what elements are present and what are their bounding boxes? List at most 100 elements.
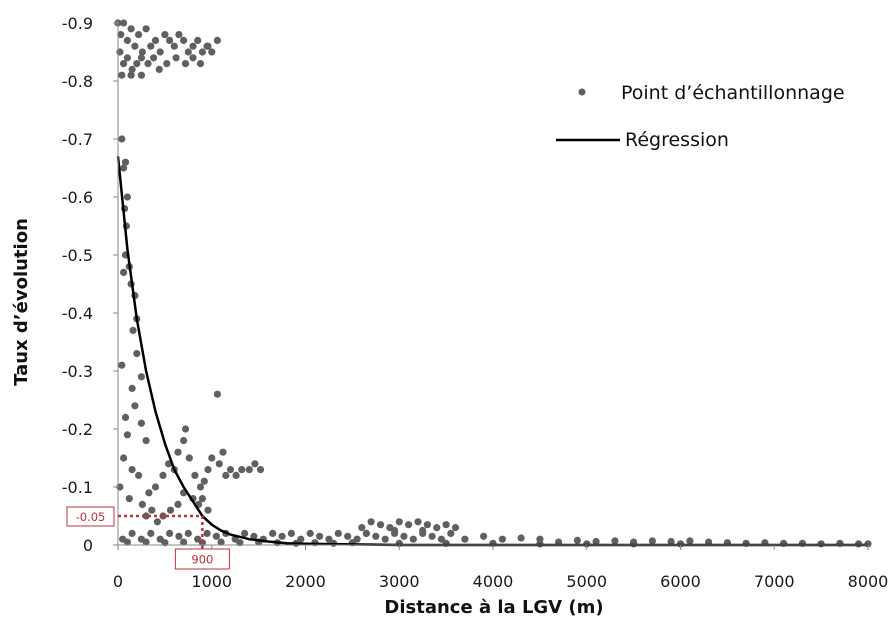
data-point	[391, 526, 399, 535]
data-point	[189, 54, 197, 62]
data-point	[442, 521, 450, 529]
data-point	[121, 413, 130, 421]
data-point	[573, 536, 582, 545]
data-point	[166, 529, 174, 538]
y-tick-label: -0.9	[62, 14, 93, 33]
data-point	[155, 65, 163, 73]
data-point	[133, 350, 141, 358]
data-point	[367, 518, 375, 526]
data-point	[686, 537, 694, 545]
data-point	[166, 506, 175, 514]
data-point	[517, 534, 525, 542]
data-point	[175, 30, 183, 39]
data-point	[213, 36, 221, 45]
data-point	[208, 454, 216, 462]
data-point	[376, 521, 385, 529]
y-tick-label: -0.2	[62, 420, 93, 439]
data-point	[222, 471, 230, 479]
scatter-points	[114, 19, 872, 548]
data-point	[437, 535, 445, 543]
data-point	[184, 529, 192, 538]
data-point	[138, 500, 146, 508]
data-point	[405, 521, 413, 529]
data-point	[451, 524, 460, 532]
data-point	[172, 54, 180, 62]
data-point	[200, 477, 208, 485]
data-point	[245, 466, 253, 474]
data-point	[131, 42, 139, 50]
data-point	[184, 48, 192, 56]
y-tick-label: -0.5	[62, 246, 93, 265]
x-tick-label: 0	[113, 572, 123, 591]
data-point	[135, 471, 143, 479]
data-point	[251, 460, 259, 468]
data-point	[381, 535, 389, 543]
x-tick-label: 5000	[566, 572, 607, 591]
data-point	[498, 535, 506, 543]
y-tick-label: -0.7	[62, 130, 93, 149]
data-point	[153, 518, 161, 526]
data-point	[137, 419, 145, 427]
data-point	[203, 529, 211, 538]
data-point	[334, 529, 342, 538]
data-point	[123, 36, 131, 45]
data-point	[250, 532, 258, 540]
legend-point-marker	[578, 88, 586, 96]
data-point	[150, 54, 158, 62]
data-point	[213, 390, 221, 398]
data-point	[241, 529, 249, 538]
data-point	[232, 471, 240, 479]
data-point	[297, 535, 305, 543]
legend-regression-label: Régression	[625, 129, 729, 151]
data-point	[461, 535, 469, 543]
data-point	[142, 437, 150, 445]
legend: Point d’échantillonnage Régression	[556, 82, 845, 151]
annotation-x-box	[174, 548, 230, 570]
data-point	[269, 529, 277, 538]
data-point	[156, 48, 164, 56]
data-point	[159, 471, 167, 479]
data-point	[145, 489, 153, 497]
data-point	[118, 71, 126, 79]
data-point	[423, 521, 431, 529]
data-point	[120, 268, 128, 276]
legend-point-label: Point d’échantillonnage	[621, 82, 845, 104]
data-point	[148, 506, 156, 514]
data-point	[180, 538, 188, 546]
y-tick-label: -0.6	[62, 188, 93, 207]
data-point	[144, 60, 152, 68]
data-point	[118, 135, 126, 143]
data-point	[287, 529, 295, 538]
data-point	[344, 532, 352, 540]
y-tick-label: 0	[83, 536, 93, 555]
data-point	[198, 495, 206, 503]
data-point	[204, 506, 212, 514]
data-point	[123, 193, 131, 201]
data-point	[123, 54, 131, 62]
x-tick-label: 2000	[285, 572, 326, 591]
data-point	[137, 54, 145, 62]
data-point	[137, 373, 145, 381]
data-point	[208, 48, 216, 56]
data-point	[118, 361, 126, 369]
data-point	[217, 538, 225, 546]
data-point	[151, 36, 160, 45]
annotation-x-label: 900	[191, 553, 213, 567]
data-point	[116, 48, 124, 56]
y-axis-title: Taux d’évolution	[11, 218, 32, 386]
y-tick-label: -0.8	[62, 72, 93, 91]
data-point	[151, 483, 160, 491]
data-point	[204, 466, 212, 474]
data-point	[196, 60, 205, 68]
data-point	[137, 71, 145, 79]
data-point	[142, 25, 150, 33]
data-point	[128, 65, 136, 73]
data-point	[189, 42, 197, 50]
annotation-y-box	[66, 506, 115, 527]
data-point	[428, 532, 436, 540]
data-point	[133, 60, 141, 68]
y-tick-label: -0.3	[62, 362, 93, 381]
data-point	[447, 529, 455, 538]
data-point	[121, 158, 130, 166]
